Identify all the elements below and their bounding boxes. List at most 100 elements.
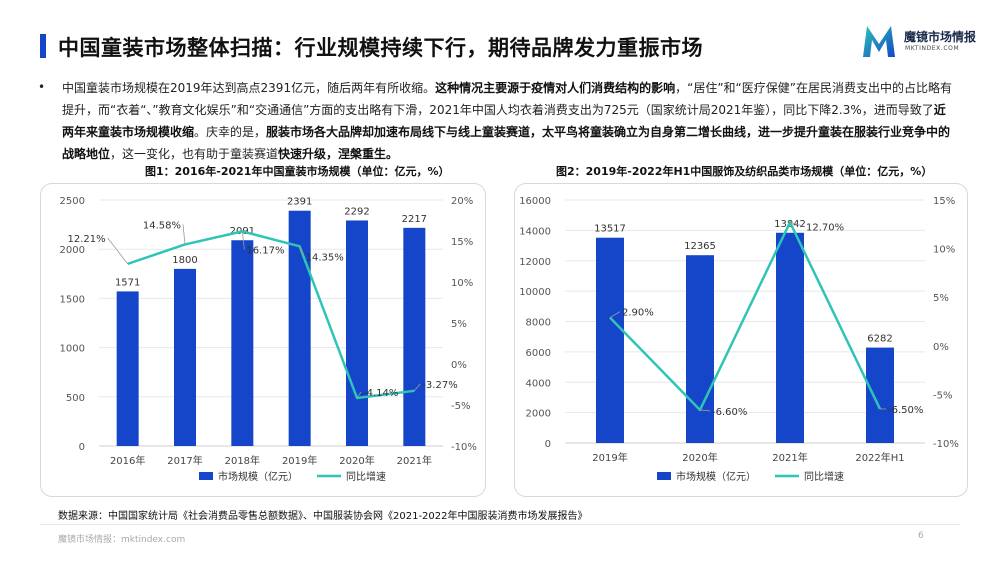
bar-value-label: 2217 <box>402 214 427 225</box>
paragraph-segment: 。庆幸的是， <box>194 125 267 139</box>
legend-line-label: 同比增速 <box>804 470 844 483</box>
y-tick-label: 8000 <box>526 318 551 329</box>
logo-name: 魔镜市场情报 <box>904 30 977 44</box>
y2-tick-label: 15% <box>933 196 955 207</box>
paragraph-segment: ，这一变化，也有助于童装赛道 <box>110 147 279 161</box>
chart2-panel: 0 2000 4000 6000 8000 10000 12000 14000 16000 -10… <box>514 183 968 497</box>
x-tick-label: 2020年 <box>682 451 717 464</box>
line-value-label: 16.17% <box>246 245 284 256</box>
y-tick-label: 1000 <box>60 344 85 355</box>
leader-line <box>414 383 421 392</box>
y-tick-label: 2000 <box>526 409 551 420</box>
leader-line <box>182 224 186 245</box>
y-tick-label: 4000 <box>526 378 551 389</box>
line-value-label: 12.70% <box>806 222 844 233</box>
leader-line <box>356 391 362 399</box>
y-tick-label: 2500 <box>60 196 85 207</box>
leader-line <box>609 311 621 318</box>
line-value-label: -4.14% <box>363 388 398 399</box>
paragraph-segment: ，“居住”和“医疗保健”在居民消费支出中的占比略有提升，而“衣着“、”教育文化娱… <box>62 81 952 117</box>
y-tick-label: 2000 <box>60 245 85 256</box>
logo-m-icon <box>863 26 895 57</box>
legend-bar-label: 市场规模（亿元） <box>676 470 756 483</box>
bar <box>174 268 196 446</box>
y-tick-label: 6000 <box>526 348 551 359</box>
y2-tick-label: -10% <box>933 439 959 450</box>
y-tick-label: 16000 <box>519 196 551 207</box>
leader-line <box>107 237 128 265</box>
bar-value-label: 1571 <box>115 277 140 288</box>
bar-value-label: 13517 <box>594 224 626 235</box>
data-source-note: 数据来源：中国国家统计局《社会消费品零售总额数据》、中国服装协会网《2021-2… <box>58 511 588 522</box>
line-value-label: 2.90% <box>622 308 654 319</box>
x-tick-label: 2020年 <box>339 454 374 467</box>
y-tick-label: 10000 <box>519 287 551 298</box>
x-tick-label: 2021年 <box>772 451 807 464</box>
bar <box>288 210 311 446</box>
growth-line <box>609 221 882 412</box>
y-tick-label: 12000 <box>519 257 551 268</box>
line-value-label: 14.35% <box>306 252 344 263</box>
y-tick-label: 0 <box>545 439 551 450</box>
paragraph-bold-segment: 这种情况主要源于疫情对人们消费结构的影响 <box>435 81 676 95</box>
y2-tick-label: 20% <box>451 196 473 207</box>
bar <box>116 291 139 446</box>
y2-tick-label: 5% <box>933 293 949 304</box>
figure1-title: 图1：2016年-2021年中国童装市场规模（单位：亿元，%） <box>145 165 450 178</box>
bar <box>596 237 624 443</box>
y2-tick-label: 10% <box>451 278 473 289</box>
bar <box>686 255 714 443</box>
bar-value-label: 6282 <box>867 334 892 345</box>
x-tick-label: 2019年 <box>592 451 627 464</box>
growth-line <box>127 230 415 400</box>
bar-value-label: 12365 <box>684 241 716 252</box>
y-tick-label: 500 <box>66 393 85 404</box>
chart1-svg: 0 500 1000 1500 2000 2500 -10% -5% 0% 5% 10% 15% 20%… <box>60 196 477 483</box>
bar-value-label: 2391 <box>287 197 312 208</box>
summary-paragraph: 中国童装市场规模在2019年达到高点2391亿元，随后两年有所收缩。这种情况主要… <box>62 77 952 165</box>
page-number: 6 <box>918 531 924 541</box>
y2-tick-label: -10% <box>451 442 477 453</box>
chart1-panel: 0 500 1000 1500 2000 2500 -10% -5% 0% 5% 10% 15% 20%… <box>40 183 486 497</box>
brand-logo: 魔镜市场情报 MKTINDEX.COM <box>860 22 990 60</box>
leader-line <box>299 246 305 257</box>
legend-bar-label: 市场规模（亿元） <box>218 470 298 483</box>
y2-tick-label: 5% <box>451 319 467 330</box>
footer-site: 魔镜市场情报：mktindex.com <box>58 535 186 545</box>
line-value-label: -6.60% <box>712 407 747 418</box>
leader-line <box>241 231 245 250</box>
chart2-svg: 0 2000 4000 6000 8000 10000 12000 14000 16000 -10… <box>519 196 959 483</box>
leader-line <box>699 409 711 412</box>
legend-bar-swatch <box>199 472 213 480</box>
figure2-title: 图2：2019年-2022年H1中国服饰及纺织品类市场规模（单位：亿元，%） <box>556 165 933 178</box>
paragraph-bold-segment: 服装市场各大品牌却加速布局线下与线上童装赛道，太平鸟将童装确立为自身第二增长曲线… <box>62 125 951 161</box>
paragraph-bold-segment: 近两年来童装市场规模收缩 <box>62 103 946 139</box>
y2-tick-label: -5% <box>451 401 470 412</box>
x-tick-label: 2018年 <box>225 454 260 467</box>
x-tick-label: 2022年H1 <box>855 451 904 464</box>
legend-bar-swatch <box>657 472 671 480</box>
bar <box>776 232 804 443</box>
y2-tick-label: 0% <box>451 360 467 371</box>
line-value-label: -3.27% <box>422 380 457 391</box>
y2-tick-label: 0% <box>933 342 949 353</box>
x-tick-label: 2017年 <box>167 454 202 467</box>
leader-line <box>789 221 805 227</box>
paragraph-bold-segment: 快速升级，涅槃重生。 <box>278 147 399 161</box>
x-tick-label: 2016年 <box>110 454 145 467</box>
title-accent-bar <box>40 34 46 58</box>
bar <box>403 227 426 446</box>
y2-tick-label: 10% <box>933 245 955 256</box>
line-value-label: 14.58% <box>143 220 181 231</box>
line-value-label: -6.50% <box>888 405 923 416</box>
line-value-label: 12.21% <box>68 234 106 245</box>
y-tick-label: 0 <box>79 442 85 453</box>
paragraph-segment: 中国童装市场规模在2019年达到高点2391亿元，随后两年有所收缩。 <box>62 81 436 95</box>
x-tick-label: 2019年 <box>282 454 317 467</box>
bar <box>231 240 254 446</box>
page-title: 中国童装市场整体扫描：行业规模持续下行，期待品牌发力重振市场 <box>58 36 703 60</box>
bar-value-label: 2292 <box>344 206 369 217</box>
x-tick-label: 2021年 <box>397 454 432 467</box>
y2-tick-label: -5% <box>933 390 952 401</box>
bar <box>866 347 894 443</box>
